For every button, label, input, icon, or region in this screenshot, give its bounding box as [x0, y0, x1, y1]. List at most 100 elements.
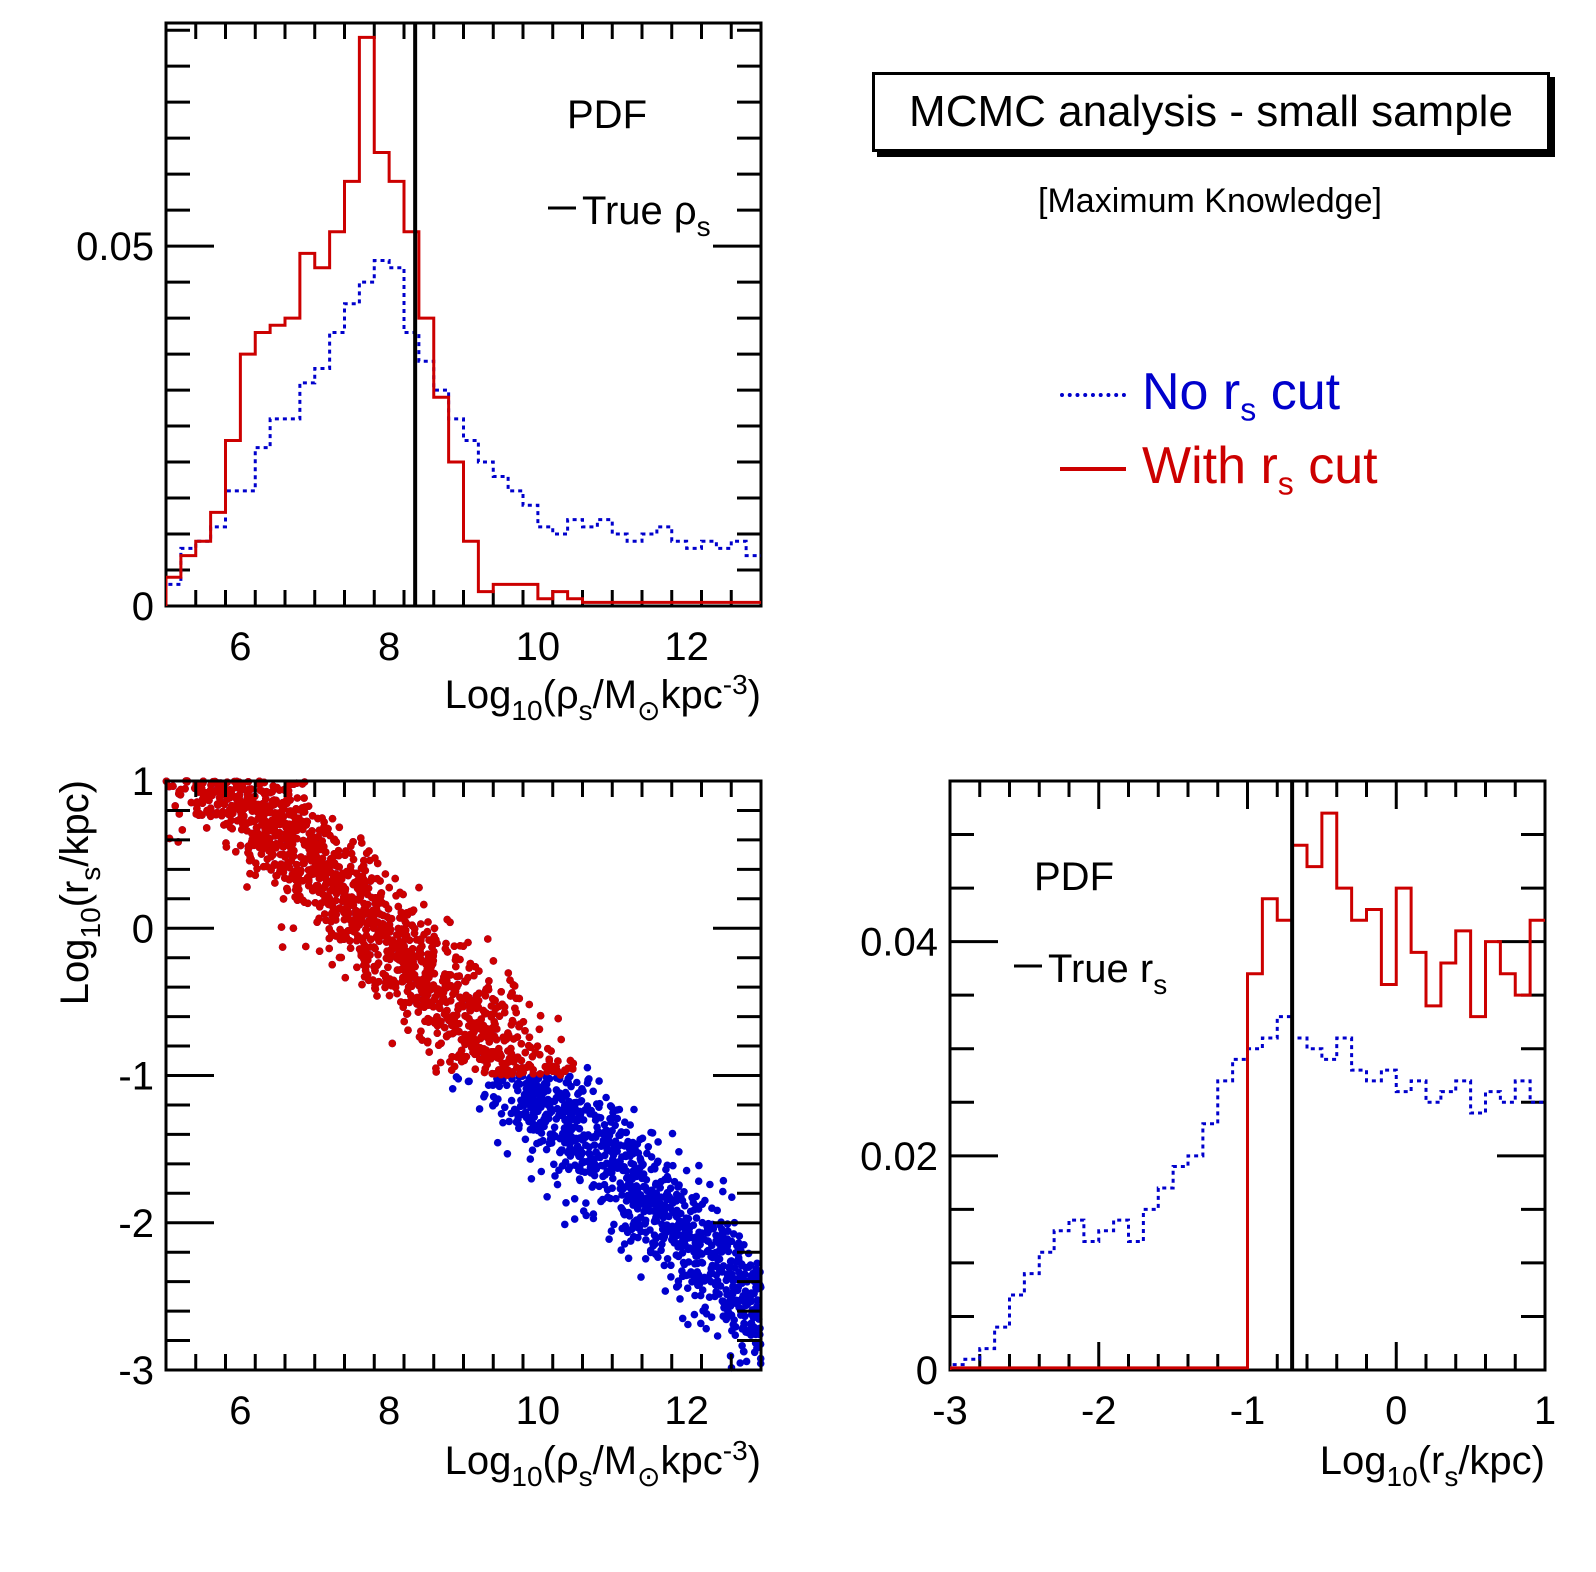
- scatter-point-with-cut: [372, 908, 380, 917]
- scatter-point-with-cut: [424, 1037, 432, 1046]
- scatter-point-with-cut: [569, 1065, 577, 1073]
- scatter-point-with-cut: [382, 928, 391, 937]
- scatter-point-with-cut: [246, 818, 255, 826]
- scatter-point-with-cut: [443, 948, 452, 956]
- scatter-point-with-cut: [296, 823, 305, 832]
- label-part: Log: [445, 673, 512, 717]
- scatter-point-no-cut: [620, 1210, 629, 1219]
- scatter-point-no-cut: [561, 1158, 570, 1166]
- scatter-point-with-cut: [248, 829, 256, 838]
- scatter-point-with-cut: [408, 921, 416, 929]
- scatter-point-with-cut: [452, 962, 460, 971]
- scatter-point-with-cut: [461, 977, 469, 985]
- scatter-point-no-cut: [739, 1347, 748, 1356]
- scatter-point-no-cut: [578, 1085, 586, 1093]
- x-tick-label: 6: [229, 1389, 251, 1433]
- scatter-point-no-cut: [663, 1188, 672, 1197]
- scatter-point-with-cut: [295, 885, 303, 894]
- scatter-point-with-cut: [332, 896, 340, 905]
- scatter-point-with-cut: [384, 963, 392, 972]
- scatter-point-no-cut: [719, 1262, 728, 1270]
- scatter-point-with-cut: [175, 810, 184, 818]
- label-part: kpc: [661, 673, 723, 717]
- scatter-point-no-cut: [739, 1323, 748, 1331]
- scatter-point-with-cut: [302, 942, 310, 951]
- true-label-sub: s: [1153, 969, 1167, 1000]
- scatter-point-no-cut: [723, 1242, 732, 1250]
- scatter-point-with-cut: [207, 781, 215, 789]
- series-no-cut: [166, 259, 761, 606]
- scatter-point-no-cut: [672, 1226, 680, 1235]
- scatter-point-with-cut: [433, 1029, 442, 1037]
- scatter-point-no-cut: [537, 1129, 546, 1137]
- scatter-point-with-cut: [443, 915, 452, 924]
- scatter-point-no-cut: [516, 1102, 525, 1111]
- scatter-point-with-cut: [304, 866, 313, 874]
- scatter-point-with-cut: [489, 957, 498, 965]
- scatter-point-with-cut: [176, 791, 185, 799]
- scatter-point-with-cut: [385, 991, 394, 1000]
- scatter-point-no-cut: [562, 1199, 570, 1207]
- scatter-point-no-cut: [540, 1080, 548, 1089]
- x-tick-label: -1: [1230, 1389, 1266, 1433]
- scatter-point-no-cut: [689, 1198, 698, 1207]
- scatter-point-no-cut: [674, 1183, 682, 1191]
- scatter-point-no-cut: [616, 1141, 625, 1149]
- scatter-point-with-cut: [368, 919, 376, 927]
- scatter-point-with-cut: [271, 879, 279, 887]
- scatter-point-with-cut: [487, 1010, 495, 1019]
- scatter-point-with-cut: [543, 1067, 551, 1076]
- series-with-cut: [166, 35, 761, 606]
- scatter-point-with-cut: [202, 824, 211, 832]
- scatter-point-no-cut: [696, 1240, 704, 1249]
- scatter-point-with-cut: [258, 820, 266, 828]
- scatter-point-no-cut: [570, 1148, 578, 1156]
- scatter-point-with-cut: [321, 848, 330, 856]
- scatter-point-with-cut: [360, 905, 368, 914]
- scatter-point-no-cut: [526, 1155, 535, 1163]
- scatter-point-with-cut: [358, 980, 366, 989]
- scatter-point-no-cut: [650, 1217, 659, 1226]
- scatter-point-with-cut: [512, 1008, 520, 1017]
- scatter-point-no-cut: [494, 1095, 502, 1103]
- scatter-point-no-cut: [590, 1141, 599, 1149]
- scatter-point-with-cut: [304, 802, 313, 810]
- scatter-point-with-cut: [476, 1044, 484, 1052]
- legend-swatch-with-cut: [1060, 467, 1126, 472]
- scatter-point-no-cut: [505, 1117, 513, 1126]
- y-tick-label: -1: [118, 1055, 154, 1099]
- scatter-point-with-cut: [337, 953, 346, 962]
- label-sub: ⊙: [637, 1461, 660, 1492]
- scatter-point-with-cut: [423, 969, 432, 978]
- x-tick-label: 10: [516, 1389, 561, 1433]
- scatter-point-with-cut: [450, 942, 459, 950]
- scatter-point-with-cut: [415, 978, 423, 987]
- scatter-point-no-cut: [539, 1136, 547, 1145]
- scatter-point-with-cut: [213, 808, 221, 817]
- scatter-point-no-cut: [565, 1141, 574, 1149]
- scatter-point-with-cut: [236, 841, 245, 850]
- scatter-point-with-cut: [300, 808, 309, 816]
- x-tick-label: 0: [1385, 1389, 1407, 1433]
- scatter-point-with-cut: [404, 1026, 412, 1034]
- scatter-point-no-cut: [690, 1310, 699, 1319]
- scatter-point-no-cut: [607, 1227, 616, 1235]
- scatter-point-no-cut: [575, 1124, 584, 1133]
- scatter-point-no-cut: [728, 1326, 736, 1335]
- label-sub: 10: [511, 695, 542, 726]
- scatter-point-with-cut: [410, 954, 418, 962]
- scatter-point-no-cut: [527, 1175, 536, 1183]
- scatter-point-with-cut: [360, 949, 369, 958]
- figure-subtitle: [Maximum Knowledge]: [1038, 182, 1382, 220]
- label-part: /kpc): [53, 780, 97, 867]
- scatter-point-with-cut: [278, 943, 287, 951]
- scatter-point-no-cut: [579, 1207, 588, 1215]
- scatter-point-with-cut: [304, 899, 312, 908]
- scatter-point-with-cut: [324, 896, 332, 905]
- true-legend-label: True ρs: [582, 189, 711, 242]
- scatter-point-no-cut: [602, 1093, 610, 1102]
- scatter-point-with-cut: [484, 983, 493, 992]
- scatter-point-no-cut: [616, 1157, 624, 1166]
- scatter-point-with-cut: [472, 1050, 481, 1058]
- scatter-point-with-cut: [484, 935, 492, 943]
